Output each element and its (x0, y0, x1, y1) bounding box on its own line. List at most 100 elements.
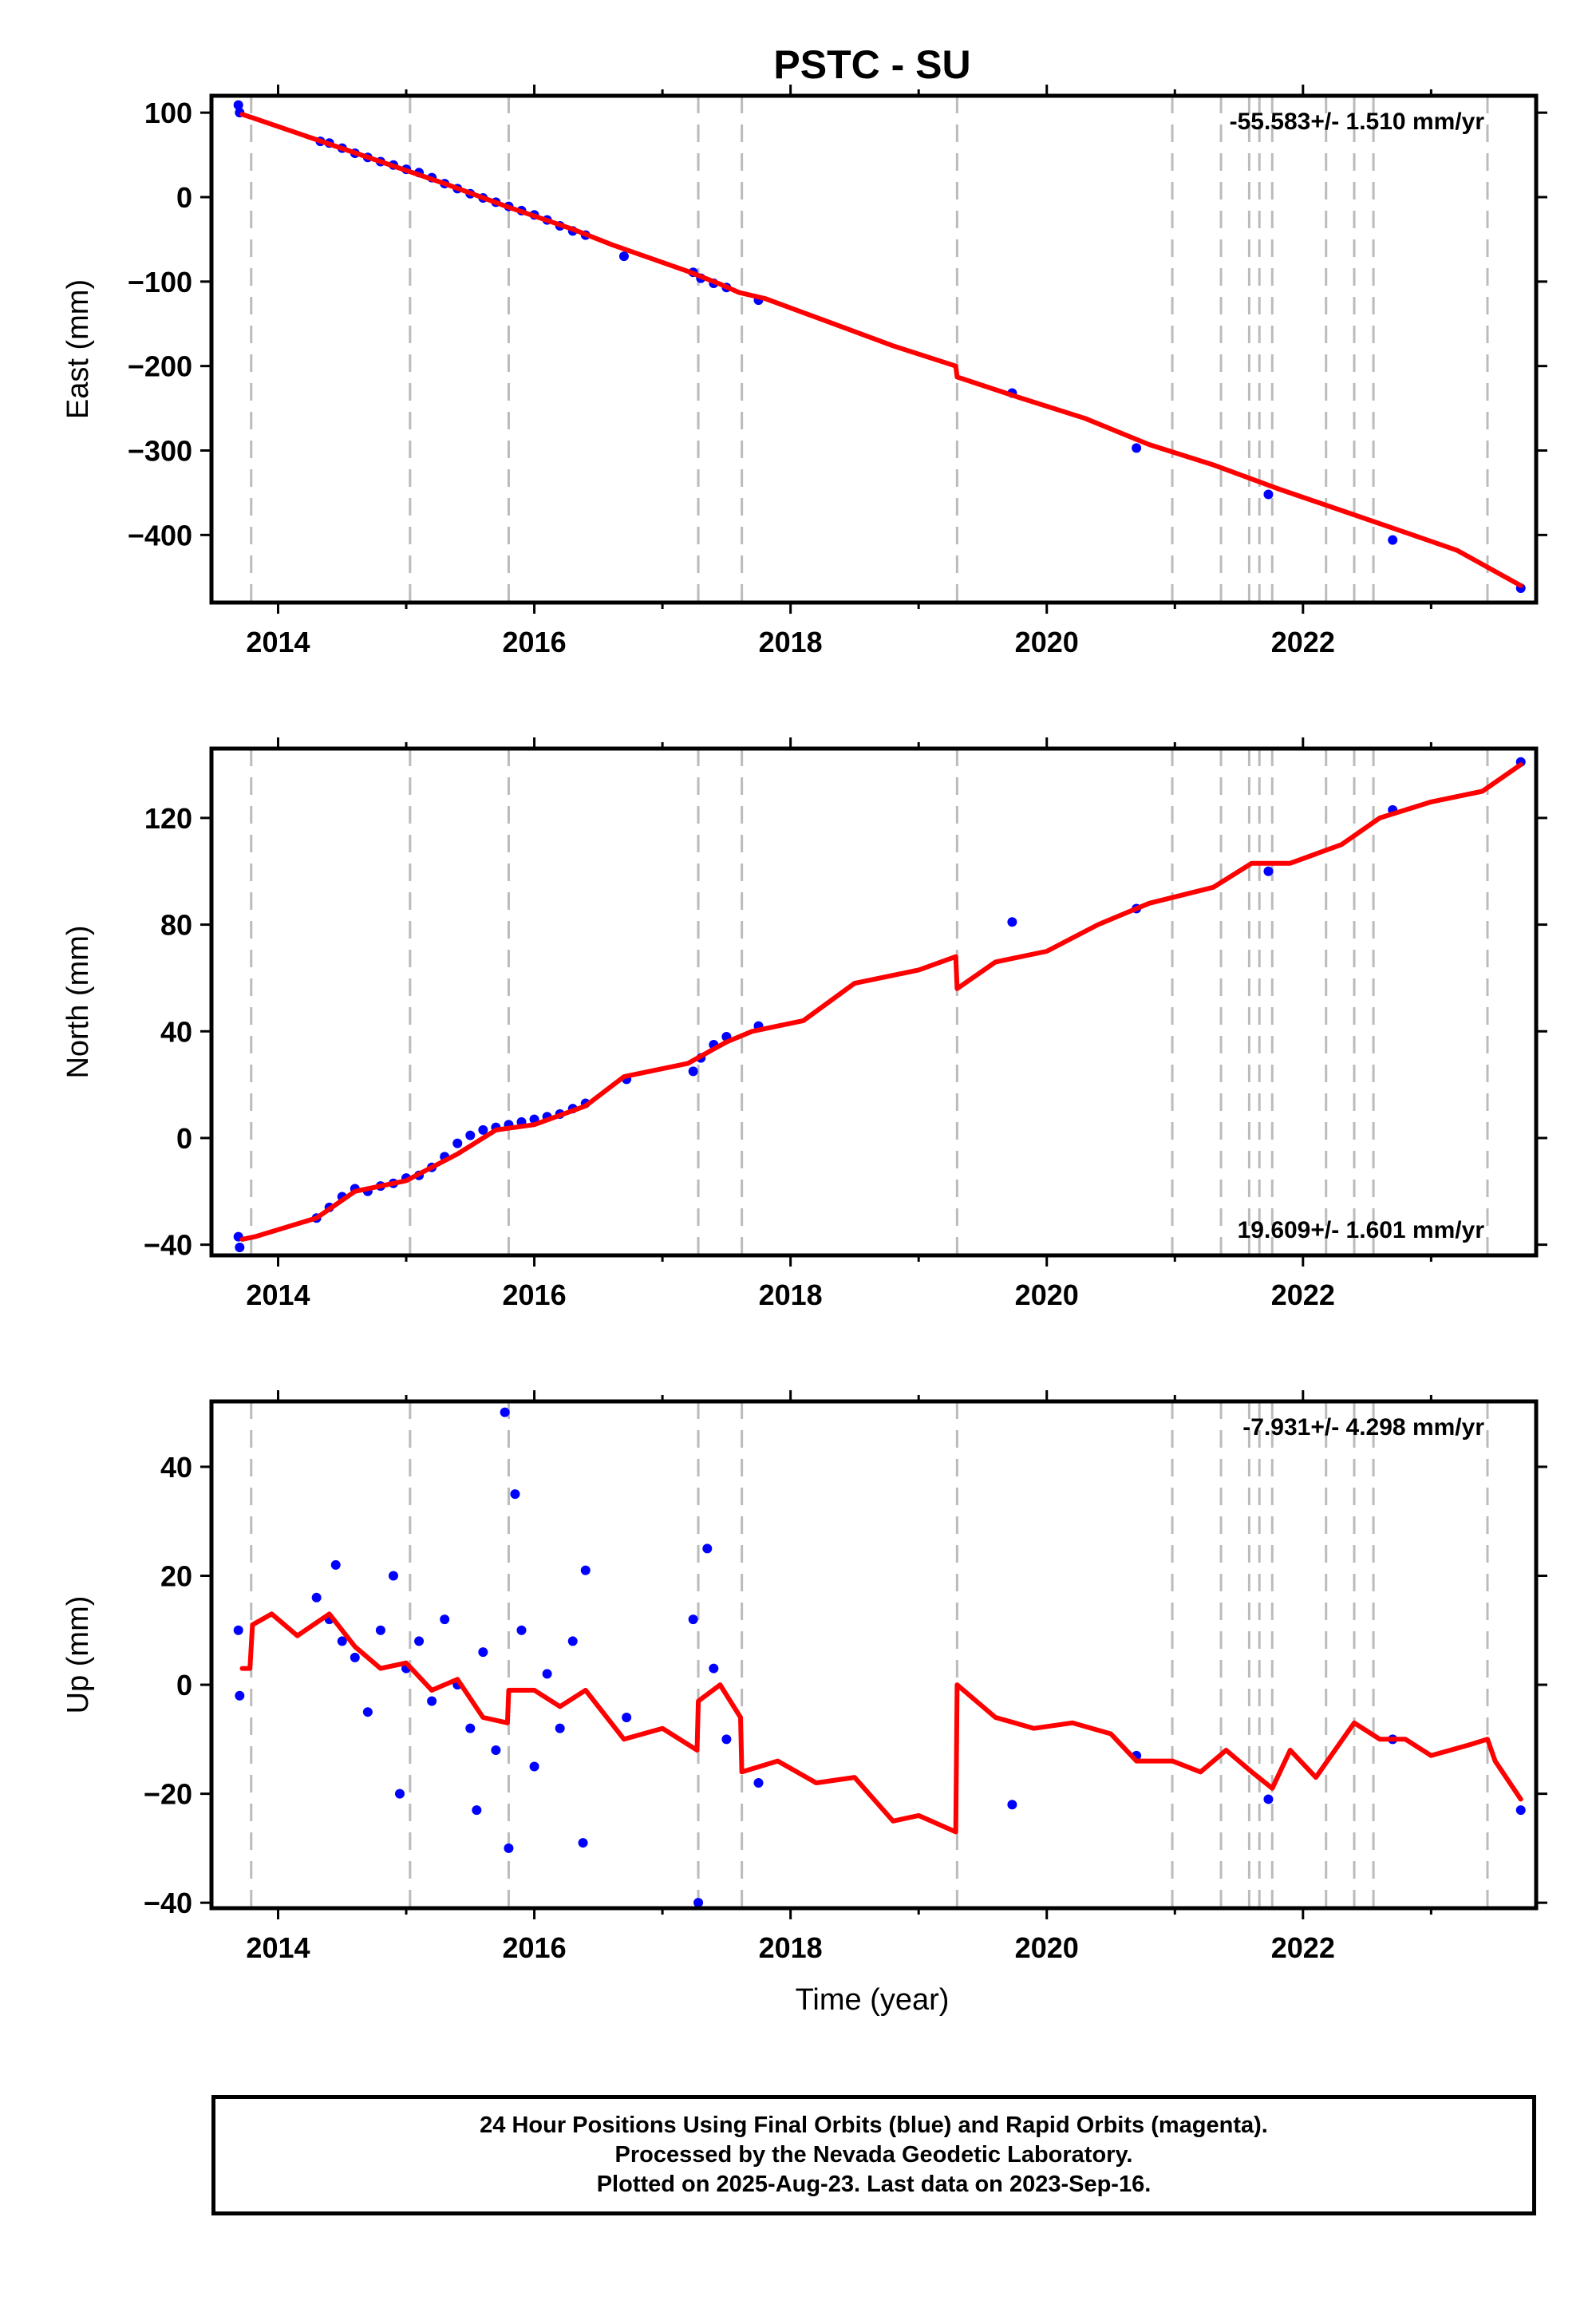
data-point (622, 1713, 632, 1723)
data-point (465, 1723, 476, 1733)
x-tick-label: 2022 (1271, 1279, 1335, 1311)
footer-line-2: Processed by the Nevada Geodetic Laborat… (614, 2142, 1133, 2168)
data-point (362, 1707, 373, 1717)
data-point (529, 1761, 539, 1772)
y-tick-label: 120 (144, 802, 192, 835)
data-point (388, 1571, 398, 1581)
footer-line-3: Plotted on 2025-Aug-23. Last data on 202… (596, 2172, 1152, 2197)
model-line (239, 112, 1523, 588)
x-tick-label: 2020 (1015, 1931, 1079, 1964)
data-point (567, 1636, 578, 1646)
y-tick-label: −40 (144, 1887, 192, 1919)
data-point (1132, 443, 1142, 453)
data-point (504, 1843, 514, 1853)
x-tick-label: 2018 (759, 1931, 823, 1964)
x-tick-label: 2016 (503, 1931, 567, 1964)
data-point (1388, 535, 1398, 545)
y-tick-label: 40 (160, 1451, 192, 1484)
data-point (688, 1066, 698, 1077)
y-axis-label: Up (mm) (61, 1596, 95, 1714)
y-tick-label: 0 (176, 1669, 192, 1701)
y-axis-label: North (mm) (61, 925, 95, 1078)
rate-annotation: -7.931+/- 4.298 mm/yr (1242, 1414, 1484, 1441)
x-tick-label: 2022 (1271, 626, 1335, 658)
figure-title: PSTC - SU (773, 42, 970, 87)
y-tick-label: 20 (160, 1559, 192, 1592)
x-axis-label: Time (year) (796, 1983, 950, 2017)
y-tick-label: 40 (160, 1015, 192, 1048)
data-point (440, 1614, 450, 1625)
plot-frame (209, 1399, 1539, 1911)
data-point (491, 1745, 501, 1755)
data-point (702, 1543, 713, 1554)
data-point (693, 1898, 704, 1908)
x-tick-label: 2014 (246, 1931, 310, 1964)
data-point (311, 1592, 322, 1603)
data-point (330, 1559, 341, 1570)
x-tick-label: 2018 (759, 1279, 823, 1311)
rate-annotation: 19.609+/- 1.601 mm/yr (1238, 1217, 1485, 1243)
data-point (618, 251, 629, 262)
x-tick-label: 2018 (759, 626, 823, 658)
x-tick-label: 2020 (1015, 626, 1079, 658)
data-point (350, 1652, 360, 1662)
y-tick-label: 0 (176, 1122, 192, 1155)
data-point (375, 1625, 385, 1635)
footer-box: 24 Hour Positions Using Final Orbits (bl… (211, 2095, 1536, 2215)
data-point (1515, 1805, 1526, 1816)
data-point (478, 1647, 488, 1658)
y-axis-label: East (mm) (61, 279, 95, 419)
data-point (516, 1625, 527, 1635)
data-point (510, 1489, 520, 1500)
data-point (233, 1625, 243, 1635)
x-tick-label: 2016 (503, 1279, 567, 1311)
y-tick-label: −20 (144, 1778, 192, 1811)
data-point (1007, 917, 1017, 927)
rate-annotation: -55.583+/- 1.510 mm/yr (1230, 109, 1485, 135)
y-tick-label: 80 (160, 909, 192, 942)
x-tick-label: 2022 (1271, 1931, 1335, 1964)
data-point (709, 1663, 719, 1674)
up-panel: −40 −20 0 20 40 2014 2016 2018 2020 2022 Up (mm) -7… (61, 1390, 1547, 1964)
y-tick-label: 100 (144, 97, 192, 129)
footer-line-1: 24 Hour Positions Using Final Orbits (bl… (480, 2112, 1268, 2138)
y-tick-label: −40 (144, 1229, 192, 1262)
data-point (1263, 866, 1274, 876)
data-point (578, 1838, 588, 1848)
y-tick-label: −400 (128, 519, 192, 551)
data-point (542, 1669, 552, 1679)
y-tick-label: 0 (176, 181, 192, 214)
data-point (721, 1734, 732, 1745)
north-panel: −40 0 40 80 120 2014 2016 2018 2020 2022 North (mm… (61, 737, 1547, 1311)
data-point (472, 1805, 482, 1816)
data-point (688, 1614, 698, 1625)
plot-frame (209, 746, 1539, 1258)
x-tick-label: 2020 (1015, 1279, 1079, 1311)
data-point (1263, 1794, 1274, 1804)
plot-frame (209, 93, 1539, 605)
x-tick-label: 2016 (503, 626, 567, 658)
east-panel: −400 −300 −200 −100 0 100 2014 2016 2018 2020 2022… (61, 85, 1547, 658)
data-point (1263, 489, 1274, 500)
data-point (337, 1636, 347, 1646)
data-point (500, 1407, 510, 1417)
data-point (1007, 1800, 1017, 1810)
data-point (465, 1130, 476, 1140)
y-tick-label: −300 (128, 435, 192, 468)
x-tick-label: 2014 (246, 626, 310, 658)
model-line (239, 762, 1523, 1242)
data-point (452, 1138, 463, 1148)
data-point (753, 1777, 764, 1788)
data-point (427, 1696, 437, 1706)
data-point (478, 1124, 488, 1135)
data-point (555, 1723, 565, 1733)
data-point (414, 1636, 425, 1646)
data-point (235, 1242, 245, 1252)
data-point (394, 1788, 405, 1799)
y-tick-label: −100 (128, 266, 192, 298)
data-point (580, 1565, 591, 1575)
model-line (239, 1611, 1523, 1835)
data-point (235, 1690, 245, 1701)
data-point (233, 100, 243, 110)
